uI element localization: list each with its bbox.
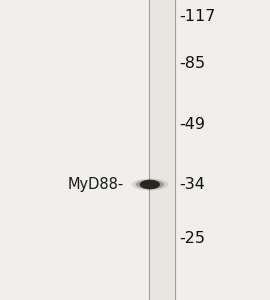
Text: -34: -34 <box>180 177 205 192</box>
Ellipse shape <box>140 180 160 189</box>
Text: -49: -49 <box>180 117 205 132</box>
Text: -25: -25 <box>180 231 205 246</box>
Text: -85: -85 <box>180 56 206 70</box>
Bar <box>149 0 175 300</box>
Text: MyD88-: MyD88- <box>68 177 124 192</box>
Ellipse shape <box>132 178 168 190</box>
Text: -117: -117 <box>180 9 216 24</box>
Ellipse shape <box>136 180 164 189</box>
